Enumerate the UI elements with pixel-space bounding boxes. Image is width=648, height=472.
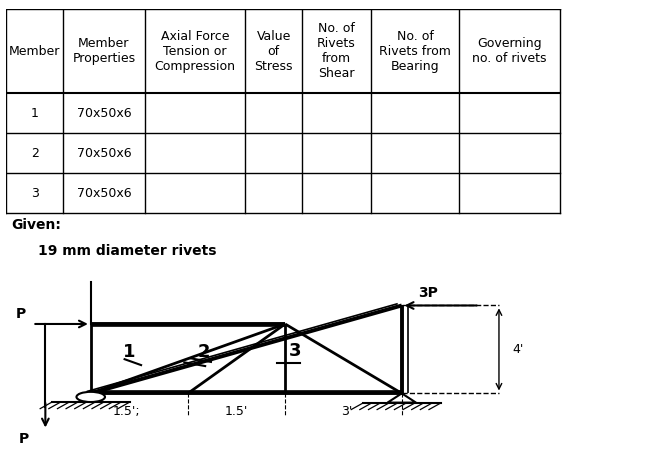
Text: 1.5': 1.5'	[225, 405, 248, 418]
Text: No. of
Rivets
from
Shear: No. of Rivets from Shear	[317, 23, 356, 80]
Text: Governing
no. of rivets: Governing no. of rivets	[472, 37, 546, 66]
Text: Value
of
Stress: Value of Stress	[255, 30, 293, 73]
Text: 1.5';: 1.5';	[113, 405, 140, 418]
Text: P: P	[16, 306, 26, 320]
Text: 2: 2	[198, 343, 211, 361]
Text: No. of
Rivets from
Bearing: No. of Rivets from Bearing	[379, 30, 451, 73]
Text: 3: 3	[288, 342, 301, 360]
Text: 70x50x6: 70x50x6	[76, 147, 131, 160]
Text: 1: 1	[31, 107, 39, 120]
Text: P: P	[19, 431, 29, 446]
Text: Given:: Given:	[11, 219, 61, 232]
Text: 70x50x6: 70x50x6	[76, 187, 131, 200]
Text: Axial Force
Tension or
Compression: Axial Force Tension or Compression	[154, 30, 235, 73]
Text: 3': 3'	[341, 405, 353, 418]
Circle shape	[76, 392, 105, 402]
Text: 70x50x6: 70x50x6	[76, 107, 131, 120]
Text: 3: 3	[31, 187, 39, 200]
Text: 1: 1	[123, 343, 136, 361]
Text: 19 mm diameter rivets: 19 mm diameter rivets	[38, 244, 216, 258]
Text: 2: 2	[31, 147, 39, 160]
Text: 3P: 3P	[418, 286, 438, 300]
Text: Member: Member	[9, 45, 60, 58]
Text: Member
Properties: Member Properties	[73, 37, 135, 66]
Text: 4': 4'	[512, 343, 524, 356]
